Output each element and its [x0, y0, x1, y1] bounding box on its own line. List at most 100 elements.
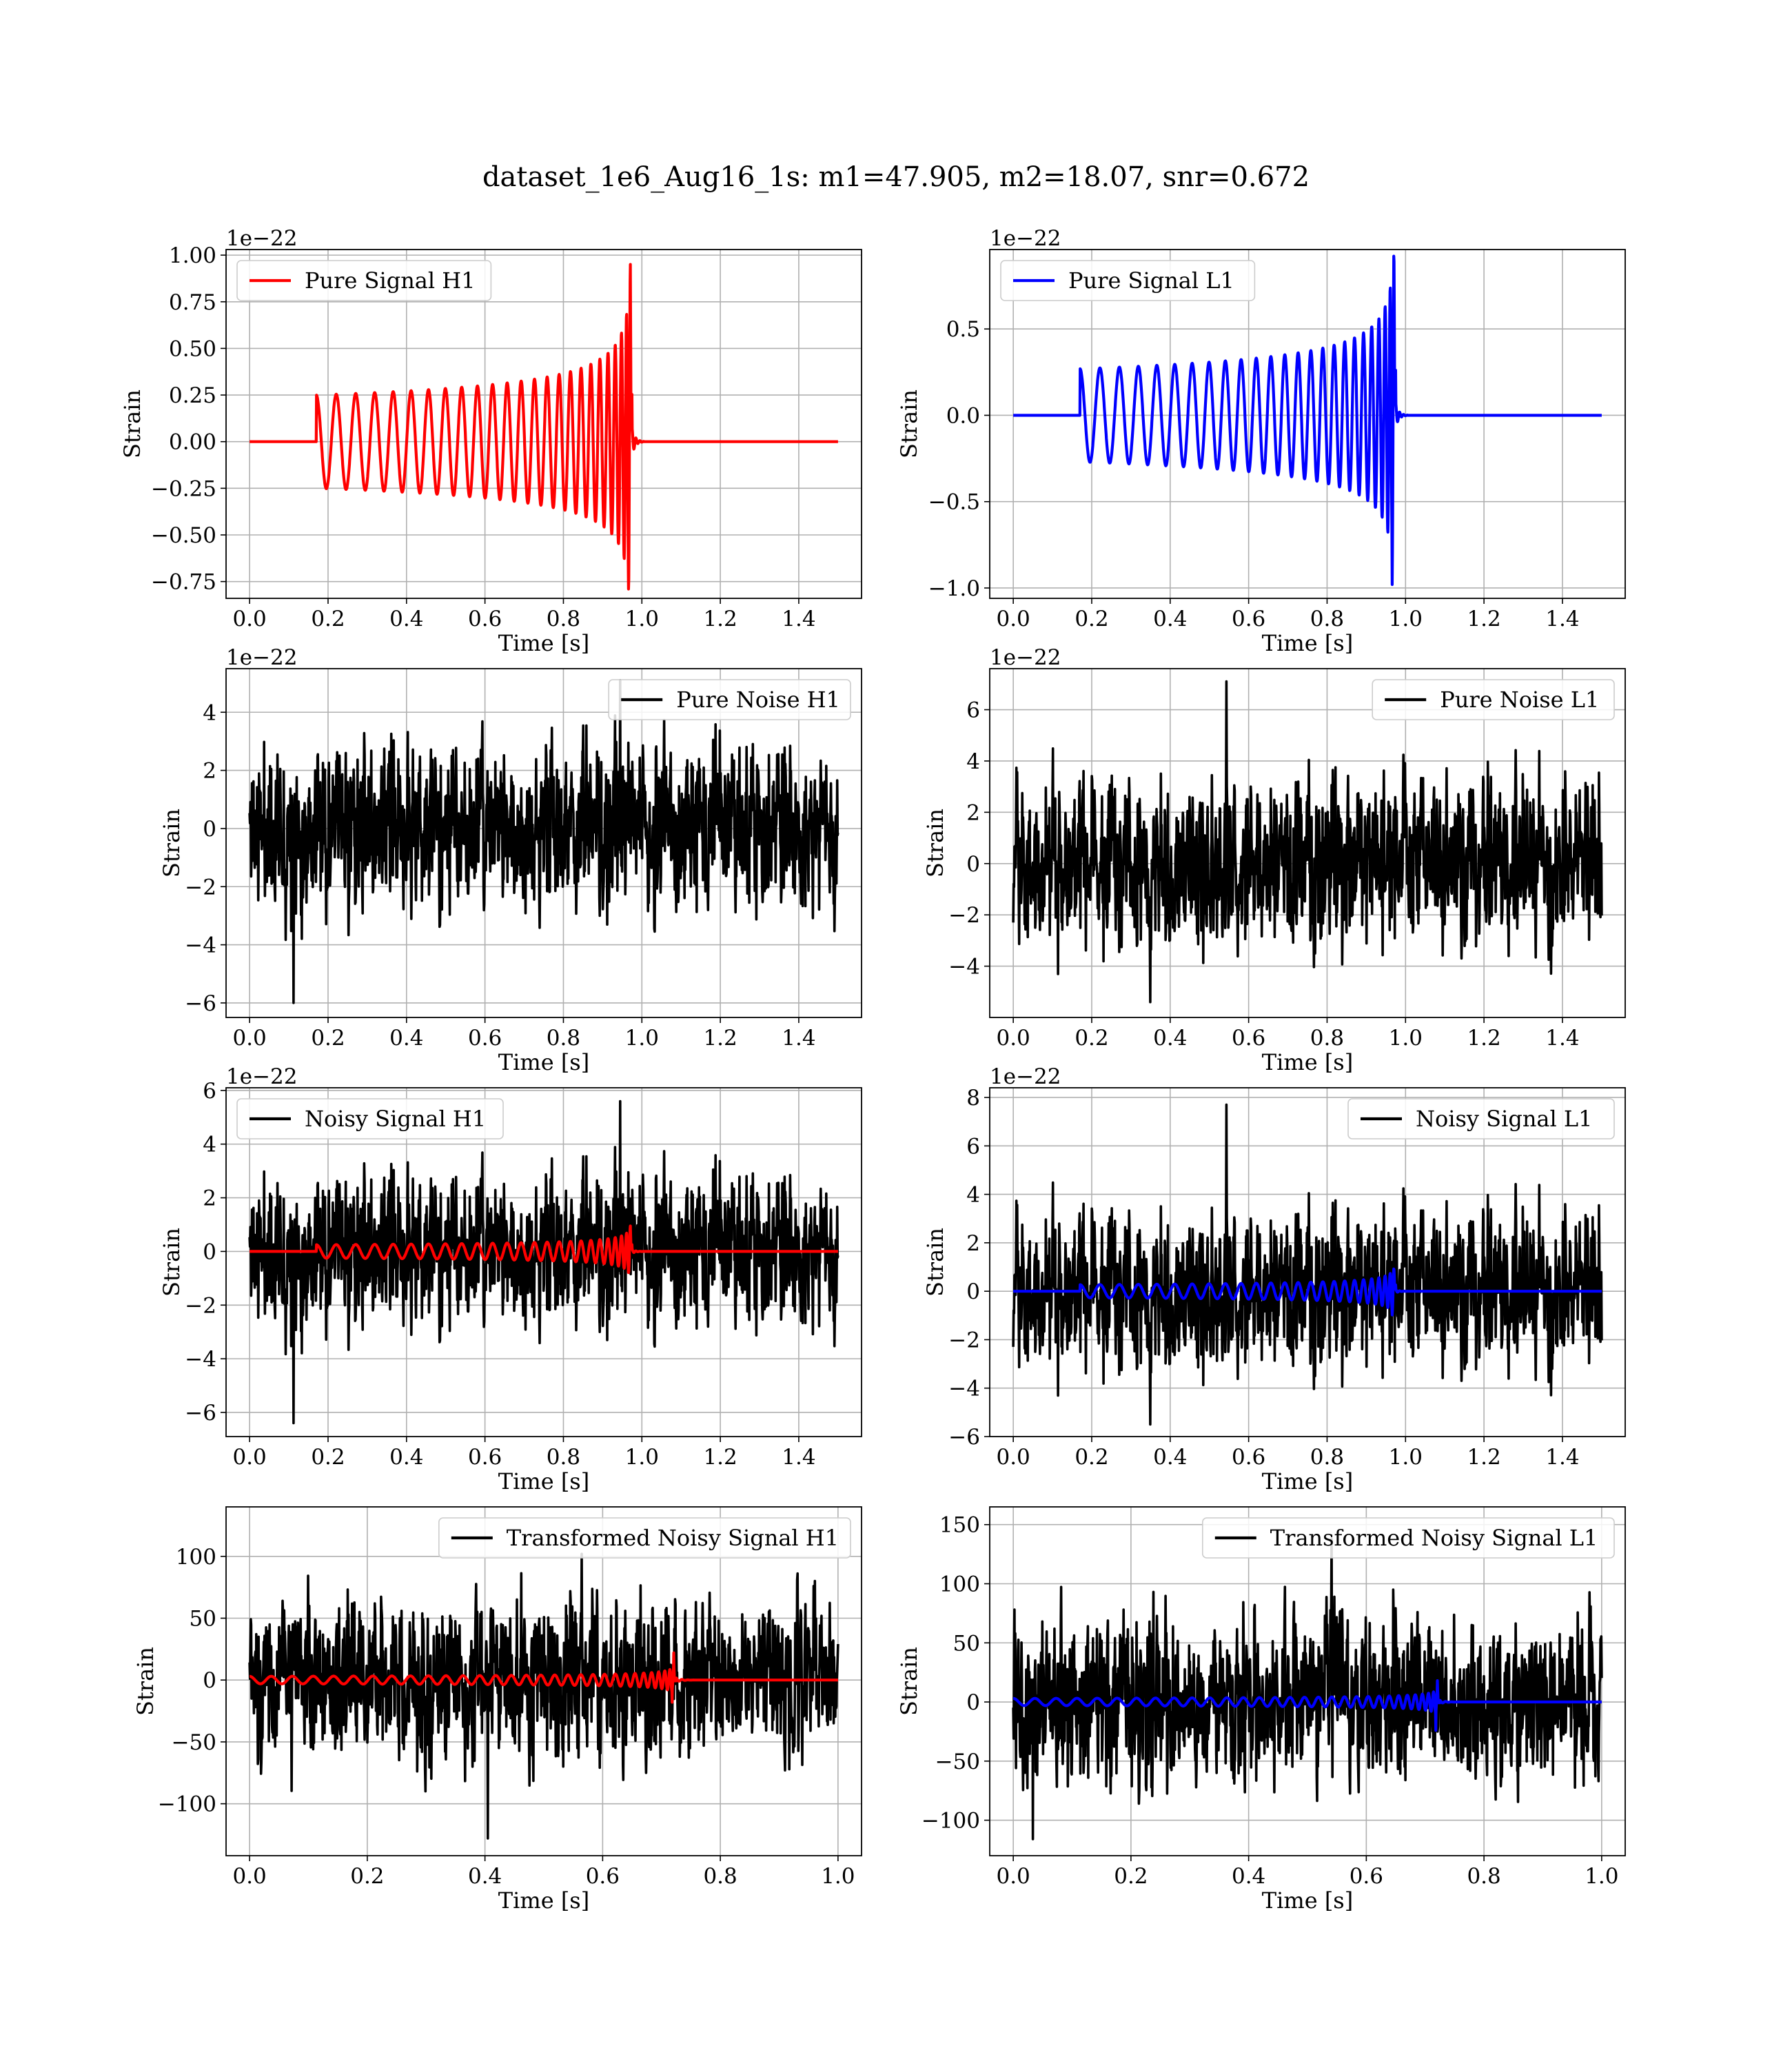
- y-tick-label: 6: [203, 1079, 216, 1104]
- series-line-transformed-noisy-signal-l1: [1012, 1537, 1603, 1841]
- y-tick-label: 150: [939, 1513, 980, 1538]
- x-tick-label: 0.8: [547, 607, 580, 631]
- y-tick-label: 0.00: [169, 430, 216, 455]
- plot-area: [1012, 1537, 1603, 1841]
- y-tick-label: 100: [939, 1572, 980, 1596]
- x-tick-label: 0.0: [996, 607, 1030, 631]
- y-tick-label: −4: [948, 955, 980, 980]
- plot-area: [1012, 254, 1603, 587]
- y-axis-label: Strain: [132, 1647, 159, 1716]
- offset-text: 1e−22: [990, 645, 1061, 670]
- x-tick-label: 1.4: [782, 1026, 815, 1051]
- x-tick-label: 1.2: [1467, 1445, 1500, 1470]
- y-tick-label: 8: [966, 1086, 980, 1111]
- y-tick-label: 0.25: [169, 383, 216, 408]
- legend-box: [1000, 260, 1256, 301]
- offset-text: 1e−22: [226, 1064, 298, 1089]
- x-tick-label: 0.2: [350, 1864, 384, 1889]
- x-tick-label: 0.2: [311, 1445, 345, 1470]
- plot-area: [1012, 1103, 1603, 1426]
- x-tick-label: 0.4: [1153, 1026, 1187, 1051]
- subplot-transformed-noisy-signal-h1: 0.0 0.2 0.4 0.6 0.8 1.0 −100 −50 0 50 100 Time [s] S…: [132, 1506, 862, 1914]
- x-tick-label: 0.6: [468, 1445, 502, 1470]
- plot-area: [248, 263, 839, 591]
- series-line-pure-signal-h1: [248, 263, 839, 591]
- x-tick-label: 0.2: [1075, 607, 1108, 631]
- x-tick-label: 1.4: [1545, 1445, 1579, 1470]
- y-tick-label: 2: [203, 1186, 216, 1211]
- y-tick-label: 50: [190, 1606, 216, 1631]
- x-tick-label: 0.6: [1232, 1026, 1265, 1051]
- y-tick-label: 0: [966, 852, 980, 877]
- y-tick-label: 2: [966, 1231, 980, 1256]
- y-axis-label: Strain: [119, 389, 145, 458]
- y-tick-label: −0.50: [151, 523, 216, 548]
- x-tick-label: 1.0: [1585, 1864, 1618, 1889]
- y-tick-label: 0.5: [946, 317, 980, 342]
- x-tick-label: 1.0: [1389, 1026, 1423, 1051]
- x-tick-label: 1.2: [1467, 607, 1500, 631]
- y-tick-label: −50: [172, 1730, 216, 1755]
- legend: Pure Signal H1: [236, 260, 492, 301]
- x-tick-label: 1.2: [703, 1445, 737, 1470]
- x-axis-label: Time [s]: [498, 630, 589, 656]
- x-tick-label: 0.4: [389, 1026, 423, 1051]
- y-axis-label: Strain: [896, 389, 922, 458]
- y-tick-label: −6: [948, 1425, 980, 1450]
- legend: Pure Noise L1: [1372, 679, 1615, 720]
- y-tick-label: −0.25: [151, 476, 216, 501]
- axes-frame: [989, 668, 1626, 1018]
- x-tick-label: 0.0: [232, 1026, 266, 1051]
- x-tick-label: 0.2: [1075, 1445, 1108, 1470]
- legend: Transformed Noisy Signal H1: [438, 1517, 851, 1559]
- y-tick-label: 0: [966, 1690, 980, 1715]
- series-line-pure-noise-h1: [248, 679, 839, 1004]
- x-tick-label: 0.6: [1232, 607, 1265, 631]
- x-tick-label: 0.8: [1310, 1445, 1344, 1470]
- subplot-pure-signal-h1: 0.0 0.2 0.4 0.6 0.8 1.0 1.2 1.4 −0.75 −0.50 −0.25 0…: [119, 226, 862, 656]
- offset-text: 1e−22: [226, 645, 298, 670]
- x-tick-label: 0.6: [468, 1026, 502, 1051]
- x-tick-label: 0.8: [703, 1864, 737, 1889]
- legend: Pure Noise H1: [608, 679, 851, 720]
- subplot-grid: 0.0 0.2 0.4 0.6 0.8 1.0 1.2 1.4−0.75−0.50−0.250…: [119, 226, 1626, 1914]
- legend-label: Pure Signal H1: [305, 267, 476, 294]
- plot-area: [248, 679, 839, 1004]
- legend-box: [438, 1517, 851, 1559]
- x-tick-label: 0.4: [1232, 1864, 1265, 1889]
- y-axis-label: Strain: [159, 1228, 185, 1297]
- y-tick-label: −4: [185, 1347, 216, 1372]
- y-tick-label: 50: [953, 1631, 980, 1656]
- subplot-pure-noise-l1: 0.0 0.2 0.4 0.6 0.8 1.0 1.2 1.4 −4 −2 0 2 4 6 Time [s]…: [922, 645, 1626, 1075]
- y-tick-label: 0: [203, 1668, 216, 1693]
- series-line-noisy-signal-l1: [1012, 1103, 1603, 1426]
- x-tick-label: 0.0: [232, 1445, 266, 1470]
- legend-box: [236, 1098, 504, 1139]
- y-tick-label: −4: [948, 1377, 980, 1401]
- figure-title: dataset_1e6_Aug16_1s: m1=47.905, m2=18.0…: [482, 161, 1310, 193]
- plot-area: [248, 1552, 839, 1840]
- series-line-transformed-noisy-signal-h1: [248, 1552, 839, 1840]
- axes-frame: [225, 249, 862, 599]
- x-tick-label: 1.2: [703, 1026, 737, 1051]
- x-tick-label: 1.0: [1389, 607, 1423, 631]
- x-axis-label: Time [s]: [1262, 630, 1353, 656]
- x-tick-label: 0.0: [232, 607, 266, 631]
- legend-box: [1202, 1517, 1615, 1559]
- legend-label: Pure Signal L1: [1068, 267, 1234, 294]
- y-tick-label: 0.75: [169, 290, 216, 315]
- y-tick-label: −2: [185, 1293, 216, 1318]
- x-axis-label: Time [s]: [498, 1468, 589, 1494]
- y-tick-label: 4: [966, 1183, 980, 1208]
- subplot-transformed-noisy-signal-l1: 0.0 0.2 0.4 0.6 0.8 1.0 −100 −50 0 50 100 150 Time […: [896, 1506, 1626, 1914]
- x-tick-label: 0.8: [1310, 607, 1344, 631]
- y-tick-label: −2: [948, 903, 980, 928]
- x-axis-label: Time [s]: [498, 1049, 589, 1075]
- legend-label: Noisy Signal L1: [1416, 1106, 1593, 1132]
- legend-box: [1347, 1098, 1615, 1139]
- x-tick-label: 0.4: [1153, 1445, 1187, 1470]
- y-tick-label: −100: [922, 1809, 980, 1834]
- y-tick-label: −0.5: [928, 490, 980, 515]
- series-line-pure-signal-l1: [1012, 254, 1603, 587]
